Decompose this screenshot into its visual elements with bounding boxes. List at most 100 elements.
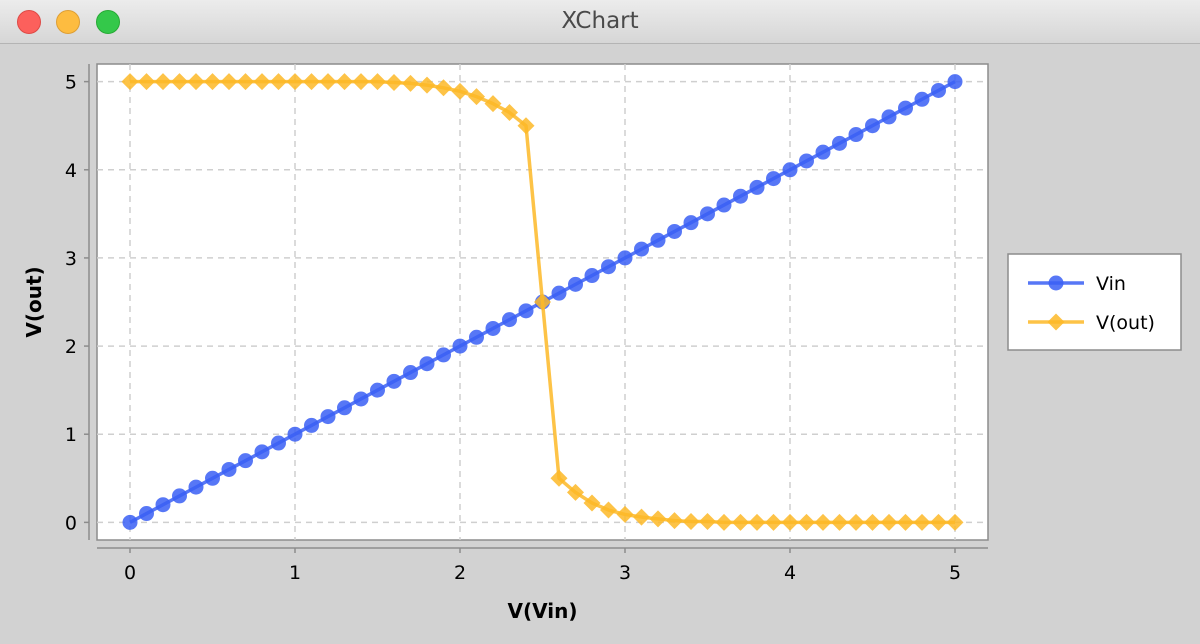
data-point — [386, 373, 402, 389]
data-point — [154, 73, 172, 91]
data-point — [633, 508, 650, 526]
data-point — [881, 109, 897, 125]
data-point — [121, 73, 139, 91]
data-point — [831, 513, 848, 531]
data-point — [171, 73, 188, 91]
data-point — [865, 118, 880, 134]
data-point — [485, 320, 501, 336]
data-point — [138, 73, 155, 91]
legend-box — [1007, 253, 1182, 351]
data-point — [749, 179, 765, 195]
data-point — [947, 74, 963, 90]
data-point — [484, 95, 502, 113]
data-point — [122, 514, 138, 530]
data-point — [748, 513, 766, 531]
data-point — [617, 250, 633, 266]
y-axis-title: V(out) — [22, 266, 46, 337]
series-v-out- — [121, 73, 964, 531]
data-point — [336, 73, 353, 91]
legend-marker — [1047, 313, 1065, 331]
legend-marker — [1048, 275, 1064, 291]
data-point — [517, 117, 535, 135]
data-point — [798, 513, 815, 531]
data-point — [451, 82, 469, 100]
data-point — [337, 400, 352, 416]
data-point — [172, 488, 187, 504]
data-point — [304, 417, 319, 433]
data-point — [237, 73, 254, 91]
data-point — [682, 512, 700, 530]
data-point — [782, 162, 798, 178]
data-point — [518, 303, 534, 319]
data-point — [634, 241, 649, 257]
data-point — [716, 197, 732, 213]
data-point — [815, 144, 831, 160]
data-point — [468, 88, 485, 106]
data-point — [436, 347, 451, 363]
data-point — [733, 188, 748, 204]
data-point — [649, 510, 667, 528]
data-point — [534, 293, 551, 311]
data-point — [781, 513, 799, 531]
data-point — [567, 483, 584, 501]
data-point — [600, 501, 617, 519]
data-point — [601, 259, 616, 275]
axes: 0 1 2 3 4 5 0 1 2 3 4 5 — [65, 64, 988, 584]
y-tick-label: 3 — [65, 248, 77, 270]
close-window-button[interactable] — [17, 10, 41, 34]
data-point — [913, 513, 931, 531]
data-point — [139, 506, 154, 522]
data-point — [715, 513, 733, 531]
data-point — [353, 391, 369, 407]
data-point — [188, 479, 204, 495]
data-point — [369, 73, 386, 91]
data-point — [205, 470, 220, 486]
data-point — [385, 74, 403, 92]
data-point — [319, 73, 337, 91]
data-point — [930, 513, 947, 531]
data-point — [419, 356, 435, 372]
data-point — [303, 73, 320, 91]
legend-item: V(out) — [1028, 312, 1155, 334]
x-tick-label: 1 — [289, 562, 301, 584]
data-point — [187, 73, 205, 91]
data-point — [650, 232, 666, 248]
data-point — [452, 338, 468, 354]
data-point — [616, 505, 634, 523]
data-point — [583, 494, 601, 512]
data-point — [765, 513, 782, 531]
y-tick-label: 2 — [65, 336, 77, 358]
data-point — [550, 469, 568, 487]
data-point — [238, 453, 253, 469]
series-layer — [121, 73, 964, 531]
legend-item: Vin — [1028, 273, 1126, 295]
data-point — [683, 215, 699, 231]
data-point — [667, 223, 682, 239]
data-point — [270, 73, 287, 91]
minimize-window-button[interactable] — [56, 10, 80, 34]
data-point — [271, 435, 286, 451]
data-point — [732, 513, 749, 531]
data-point — [287, 426, 303, 442]
data-point — [946, 513, 964, 531]
data-point — [403, 365, 418, 381]
x-tick-label: 3 — [619, 562, 631, 584]
data-point — [700, 206, 715, 222]
data-point — [221, 461, 237, 477]
data-point — [799, 153, 814, 169]
legend-label: Vin — [1096, 273, 1126, 295]
data-point — [286, 73, 304, 91]
x-axis-title: V(Vin) — [508, 599, 578, 623]
data-point — [897, 513, 914, 531]
data-point — [914, 91, 930, 107]
data-point — [370, 382, 385, 398]
data-point — [402, 74, 419, 92]
x-tick-label: 2 — [454, 562, 466, 584]
data-point — [568, 276, 583, 292]
data-point — [814, 513, 832, 531]
maximize-window-button[interactable] — [96, 10, 120, 34]
legend-label: V(out) — [1096, 312, 1155, 334]
data-point — [155, 497, 171, 513]
data-point — [320, 409, 336, 425]
data-point — [832, 135, 847, 151]
